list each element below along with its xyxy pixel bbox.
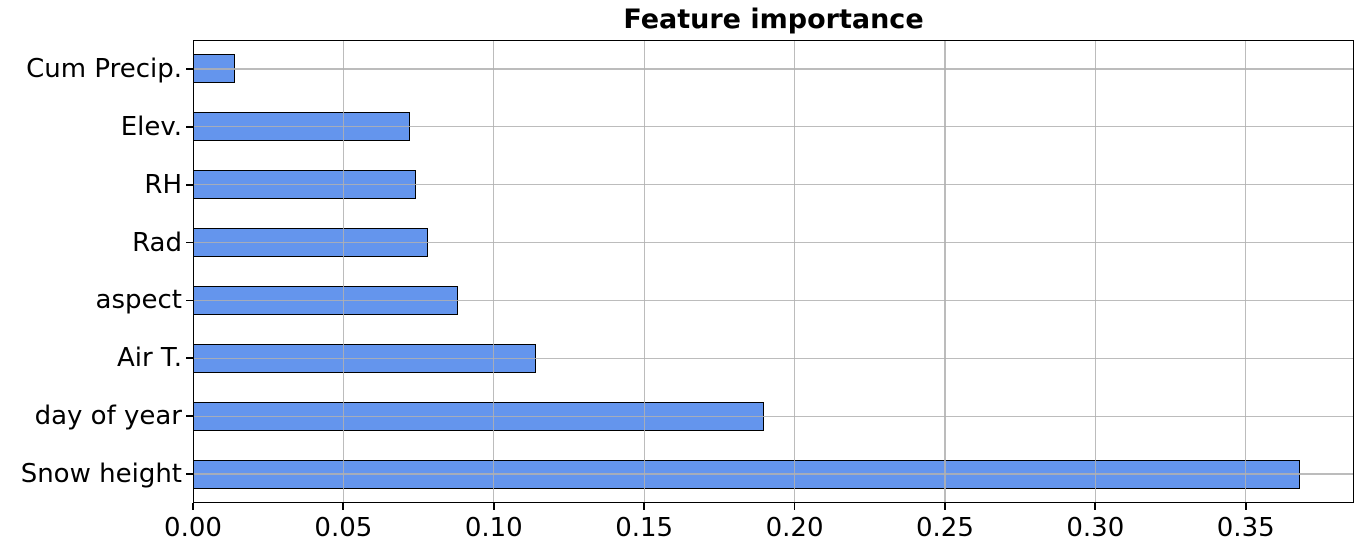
gridline-vertical: [643, 40, 645, 503]
x-tick-mark: [793, 503, 796, 510]
gridline-vertical: [1094, 40, 1096, 503]
y-tick-label: RH: [144, 169, 182, 200]
y-tick-label: day of year: [34, 401, 182, 432]
y-tick-label: Elev.: [120, 111, 182, 142]
gridline-horizontal: [193, 299, 1354, 302]
x-tick-mark: [1094, 503, 1097, 510]
x-tick-label: 0.20: [765, 513, 824, 543]
y-tick-label: Snow height: [20, 459, 182, 490]
x-tick-label: 0.15: [615, 513, 674, 543]
y-tick-mark: [186, 241, 193, 244]
axes-spine-box: [193, 40, 1354, 503]
y-tick-mark: [186, 68, 193, 70]
x-tick-label: 0.00: [164, 513, 222, 543]
x-tick-mark: [1244, 503, 1247, 510]
y-tick-label: Air T.: [116, 343, 182, 374]
x-tick-mark: [492, 503, 495, 510]
x-tick-label: 0.10: [464, 513, 523, 543]
x-tick-label: 0.35: [1216, 513, 1275, 543]
x-tick-mark: [944, 503, 946, 510]
gridline-horizontal: [193, 68, 1354, 70]
x-tick-mark: [643, 503, 646, 510]
y-tick-mark: [186, 183, 193, 186]
gridline-vertical: [493, 40, 495, 503]
x-tick-label: 0.30: [1066, 513, 1125, 543]
y-tick-label: Cum Precip.: [26, 53, 182, 84]
chart-title: Feature importance: [623, 4, 924, 35]
gridline-horizontal: [193, 415, 1354, 417]
gridline-horizontal: [193, 241, 1354, 244]
gridline-horizontal: [193, 184, 1354, 186]
y-tick-mark: [186, 415, 193, 418]
y-tick-mark: [186, 299, 193, 302]
y-tick-mark: [186, 357, 193, 360]
gridline-horizontal: [193, 126, 1354, 128]
x-tick-label: 0.05: [314, 513, 373, 543]
gridline-vertical: [1245, 40, 1247, 503]
y-tick-label: aspect: [95, 285, 182, 316]
gridline-vertical: [793, 40, 796, 503]
x-tick-mark: [342, 503, 345, 510]
y-tick-mark: [186, 473, 193, 475]
gridline-vertical: [944, 40, 946, 503]
x-tick-label: 0.25: [915, 513, 974, 543]
y-tick-label: Rad: [132, 227, 182, 258]
gridline-horizontal: [193, 357, 1354, 359]
y-tick-mark: [186, 125, 193, 128]
gridline-vertical: [342, 40, 345, 503]
gridline-horizontal: [193, 473, 1354, 475]
x-tick-mark: [192, 503, 194, 510]
